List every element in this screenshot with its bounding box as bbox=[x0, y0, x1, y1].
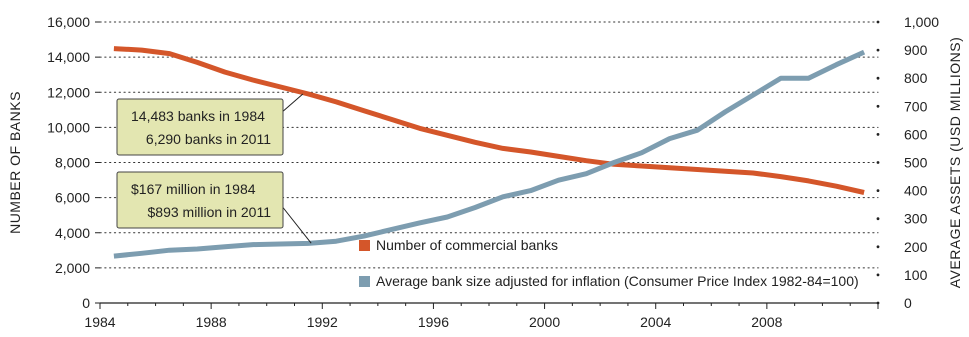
y-right-tick-mark bbox=[876, 189, 880, 193]
y-right-tick-label: 700 bbox=[904, 98, 928, 114]
y-left-tick-label: 8,000 bbox=[55, 155, 90, 171]
callouts: 14,483 banks in 1984 6,290 banks in 2011 $… bbox=[116, 93, 312, 244]
callout-pointer bbox=[280, 93, 304, 114]
y-right-tick-mark bbox=[876, 76, 880, 80]
y-right-tick-label: 500 bbox=[904, 155, 928, 171]
y-right-tick-mark bbox=[876, 133, 880, 136]
y-right-tick-label: 400 bbox=[904, 183, 928, 199]
y-right-tick-mark bbox=[876, 20, 880, 24]
y-left-tick-label: 2,000 bbox=[55, 260, 90, 276]
x-tick-label: 1984 bbox=[84, 314, 115, 330]
y-right-tick-label: 0 bbox=[904, 295, 912, 311]
x-tick-label: 2000 bbox=[529, 314, 560, 330]
y-left-tick-label: 14,000 bbox=[47, 49, 90, 65]
y-left-tick-label: 10,000 bbox=[47, 119, 90, 135]
x-tick-label: 1992 bbox=[307, 314, 338, 330]
legend-label-bank-count: Number of commercial banks bbox=[376, 237, 558, 253]
bank-size-line bbox=[113, 49, 866, 259]
x-tick-label: 1996 bbox=[418, 314, 449, 330]
legend-swatch-bank-count bbox=[359, 240, 370, 251]
y-right-tick-label: 800 bbox=[904, 70, 928, 86]
bank-count-callout-line-2: 6,290 banks in 2011 bbox=[146, 131, 271, 147]
bank-count-callout-line-1: 14,483 banks in 1984 bbox=[131, 108, 265, 124]
x-tick-label: 2004 bbox=[640, 314, 671, 330]
bank-size-callout-line-2: $893 million in 2011 bbox=[148, 204, 272, 220]
y-left-axis-title: NUMBER OF BANKS bbox=[7, 91, 23, 234]
legend-swatch-bank-size bbox=[359, 276, 370, 287]
legend-label-bank-size: Average bank size adjusted for inflation… bbox=[376, 273, 859, 289]
y-right-axis-title: AVERAGE ASSETS (USD MILLIONS) bbox=[947, 37, 963, 289]
x-tick-label: 2008 bbox=[751, 314, 782, 330]
y-left-tick-label: 0 bbox=[82, 295, 90, 311]
x-tick-label: 1988 bbox=[196, 314, 227, 330]
bank-size-callout-line-1: $167 million in 1984 bbox=[131, 181, 256, 197]
bank-count-callout-box bbox=[116, 98, 284, 156]
y-right-tick-mark bbox=[876, 273, 880, 277]
y-right-tick-mark bbox=[876, 161, 880, 164]
y-right-tick-label: 600 bbox=[904, 126, 928, 142]
y-left-tick-label: 16,000 bbox=[47, 14, 90, 30]
y-right-tick-label: 100 bbox=[904, 267, 928, 283]
y-right-tick-mark bbox=[876, 217, 880, 221]
y-right-tick-label: 900 bbox=[904, 42, 928, 58]
y-right-tick-mark bbox=[876, 245, 880, 249]
axes: 0 2,000 4,000 6,000 8,000 10,000 12,000 14,000 1… bbox=[7, 14, 963, 330]
y-right-tick-label: 1,000 bbox=[904, 14, 939, 30]
y-right-tick-label: 200 bbox=[904, 239, 928, 255]
callout-pointer bbox=[280, 204, 312, 244]
bank-size-callout-box bbox=[116, 171, 284, 229]
legend: Number of commercial banks Average bank s… bbox=[359, 237, 859, 289]
y-left-tick-label: 6,000 bbox=[55, 190, 90, 206]
y-left-tick-label: 12,000 bbox=[47, 84, 90, 100]
series bbox=[113, 46, 866, 259]
y-right-tick-label: 300 bbox=[904, 211, 928, 227]
y-left-tick-label: 4,000 bbox=[55, 225, 90, 241]
bank-count-line bbox=[113, 46, 865, 195]
y-right-tick-mark bbox=[876, 104, 880, 108]
y-right-tick-mark bbox=[876, 48, 880, 52]
